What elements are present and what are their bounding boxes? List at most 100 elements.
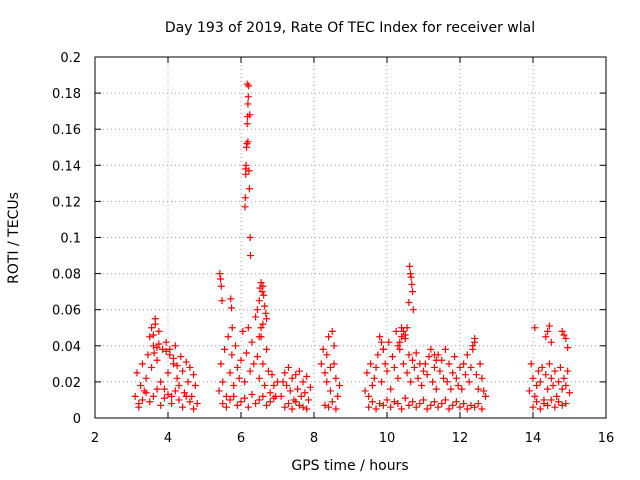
data-point [148,363,156,371]
data-point [168,392,176,400]
data-point [266,389,274,397]
data-point [150,349,158,357]
data-point [533,382,541,390]
data-point [157,378,165,386]
data-point [255,396,263,404]
data-point [160,394,168,402]
data-point [233,363,241,371]
data-point [303,405,311,413]
x-axis-label: GPS time / hours [291,458,408,474]
data-point [186,363,194,371]
data-point [250,360,258,368]
y-tick-label: 0.16 [52,123,81,138]
data-point [396,345,404,353]
data-point [244,403,252,411]
data-point [168,400,176,408]
data-point [186,398,194,406]
data-point [533,398,541,406]
data-point [388,353,396,361]
data-point [392,327,400,335]
data-point [474,400,482,408]
data-point [182,358,190,366]
data-point [248,338,256,346]
data-point [232,342,240,350]
x-tick-label: 12 [452,431,469,446]
data-point [399,327,407,335]
data-point [224,333,232,341]
data-point [558,385,566,393]
data-point [221,345,229,353]
data-point [545,322,553,330]
y-tick-label: 0.04 [52,340,81,355]
data-point [407,378,415,386]
data-point [217,275,225,283]
data-point [379,401,387,409]
data-point [241,203,249,211]
data-point [540,400,548,408]
data-point [259,392,267,400]
data-point [438,400,446,408]
data-point [378,338,386,346]
data-point [445,360,453,368]
data-point [175,382,183,390]
data-point [474,385,482,393]
data-point [406,270,414,278]
data-point [381,360,389,368]
data-point [401,331,409,339]
x-tick-label: 4 [164,431,172,446]
data-point [263,345,271,353]
data-point [449,369,457,377]
data-point [405,401,413,409]
data-point [408,280,416,288]
data-point [398,405,406,413]
data-point [434,403,442,411]
data-point [153,344,161,352]
data-point [482,392,490,400]
data-point [471,403,479,411]
data-point [430,351,438,359]
data-point [454,382,462,390]
data-point [361,387,369,395]
data-point [230,382,238,390]
data-point [441,396,449,404]
data-point [244,100,252,108]
data-point [255,333,263,341]
chart-title: Day 193 of 2019, Rate Of TEC Index for r… [165,20,535,36]
data-point [164,391,172,399]
data-point [423,405,431,413]
data-point [544,385,552,393]
data-point [252,400,260,408]
data-point [243,80,251,88]
data-point [531,392,539,400]
x-tick-label: 16 [598,431,615,446]
data-point [412,349,420,357]
data-point [328,398,336,406]
data-point [542,371,550,379]
data-point [216,270,224,278]
data-point [325,333,333,341]
data-point [279,378,287,386]
data-point [414,374,422,382]
data-point [173,374,181,382]
data-point [270,394,278,402]
data-point [246,111,254,119]
data-point [140,387,148,395]
data-point [427,401,435,409]
data-point [283,382,291,390]
data-point [566,389,573,397]
data-point [529,403,537,411]
data-point [144,351,152,359]
y-axis-label: ROTI / TECUs [6,192,22,284]
data-point [323,351,331,359]
data-point [463,351,471,359]
data-point [153,356,161,364]
data-point [286,387,294,395]
data-point [465,378,473,386]
data-point [292,398,300,406]
data-point [262,309,270,317]
data-point [301,389,309,397]
data-point [374,351,382,359]
data-point [255,374,263,382]
data-point [332,374,340,382]
